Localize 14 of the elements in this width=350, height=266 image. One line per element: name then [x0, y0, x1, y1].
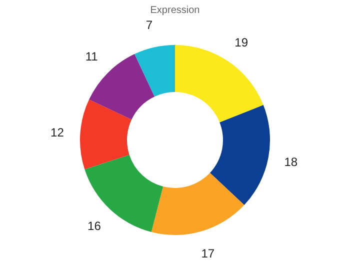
data-label: 18 — [284, 155, 298, 170]
data-label: 11 — [85, 50, 98, 64]
donut-slice — [80, 100, 132, 170]
donut-slice — [175, 45, 264, 122]
donut-slice — [210, 105, 270, 206]
data-label: 7 — [146, 18, 153, 32]
chart-title: Expression — [150, 4, 200, 16]
data-label: 12 — [50, 126, 64, 140]
data-label: 19 — [234, 35, 248, 50]
donut-slice — [84, 154, 164, 232]
donut-slice — [134, 45, 175, 97]
donut-slice — [151, 172, 244, 235]
data-label: 17 — [201, 246, 215, 260]
data-label: 16 — [88, 219, 102, 234]
